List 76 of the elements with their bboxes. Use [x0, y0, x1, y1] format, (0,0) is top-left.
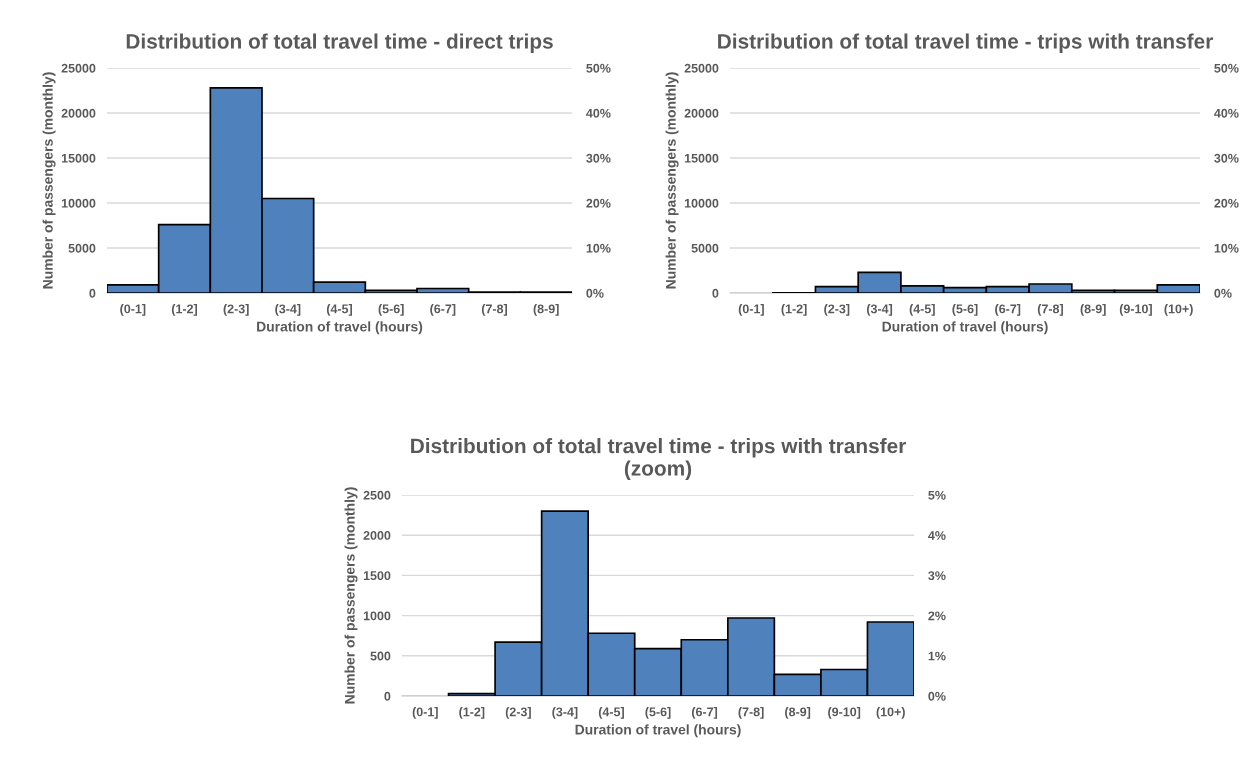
- x-tick-label: (1-2]: [171, 304, 197, 316]
- y-axis-title: Number of passengers (monthly): [665, 72, 679, 289]
- x-tick-label: (6-7]: [691, 707, 718, 719]
- x-tick-label: (5-6]: [952, 304, 978, 316]
- y2-tick-label: 40%: [1214, 108, 1239, 118]
- y-tick-label: 0: [89, 288, 96, 298]
- x-tick-label: (1-2]: [459, 707, 485, 719]
- y-axis-title: Number of passengers (monthly): [344, 487, 358, 704]
- y-tick-label: 2000: [363, 531, 391, 540]
- y-tick-label: 20000: [61, 108, 96, 118]
- y-tick-label: 25000: [61, 63, 96, 73]
- y2-tick-label: 30%: [586, 153, 611, 163]
- chart-title: Distribution of total travel time - direct trips: [126, 33, 553, 53]
- x-tick-label: (4-5]: [598, 707, 624, 719]
- x-tick-label: (1-2]: [781, 304, 807, 316]
- chart-title: Distribution of total travel time - trips with transfer: [718, 33, 1213, 53]
- y-tick-label: 0: [384, 691, 391, 701]
- y-tick-label: 20000: [684, 108, 719, 118]
- y2-tick-label: 20%: [1214, 198, 1239, 208]
- y-tick-label: 10000: [61, 198, 96, 208]
- x-tick-label: (10+): [876, 707, 905, 719]
- y2-tick-label: 1%: [928, 651, 946, 661]
- y2-tick-label: 4%: [928, 531, 946, 540]
- x-tick-label: (9-10]: [828, 707, 861, 719]
- y-tick-label: 15000: [61, 153, 96, 163]
- x-axis-title: Duration of travel (hours): [882, 321, 1048, 335]
- x-tick-label: (4-5]: [909, 304, 935, 316]
- x-axis-title: Duration of travel (hours): [257, 321, 423, 335]
- y2-tick-label: 0%: [1214, 288, 1232, 298]
- x-tick-label: (4-5]: [326, 304, 352, 316]
- x-tick-label: (8-9]: [785, 707, 811, 719]
- x-tick-label: (3-4]: [866, 304, 893, 316]
- y2-tick-label: 40%: [586, 108, 611, 118]
- y2-tick-label: 10%: [586, 243, 611, 253]
- y2-tick-label: 50%: [586, 63, 611, 73]
- y2-tick-label: 30%: [1214, 153, 1239, 163]
- y-tick-label: 25000: [684, 63, 719, 73]
- y2-tick-label: 0%: [928, 691, 946, 701]
- x-tick-label: (6-7]: [995, 304, 1021, 316]
- y-tick-label: 500: [370, 651, 391, 661]
- y-tick-label: 5000: [691, 243, 719, 253]
- y-tick-label: 2500: [363, 490, 391, 500]
- x-tick-label: (0-1]: [412, 707, 438, 719]
- y2-tick-label: 20%: [586, 198, 611, 208]
- x-tick-label: (2-3]: [223, 304, 249, 316]
- y2-tick-label: 5%: [928, 490, 946, 500]
- y-tick-label: 15000: [684, 153, 719, 163]
- y2-tick-label: 0%: [586, 288, 604, 298]
- x-tick-label: (6-7]: [430, 304, 456, 316]
- y-tick-label: 1500: [363, 571, 391, 581]
- y-axis-title: Number of passengers (monthly): [42, 72, 56, 289]
- x-tick-label: (7-8]: [1037, 304, 1063, 316]
- x-tick-label: (2-3]: [505, 707, 531, 719]
- y2-tick-label: 10%: [1214, 243, 1239, 253]
- x-tick-label: (9-10]: [1119, 304, 1152, 316]
- y2-tick-label: 2%: [928, 611, 946, 621]
- x-axis-title: Duration of travel (hours): [575, 724, 741, 738]
- x-tick-label: (7-8]: [481, 304, 507, 316]
- y-tick-label: 5000: [68, 243, 96, 253]
- y-tick-label: 10000: [684, 198, 719, 208]
- x-tick-label: (8-9]: [1080, 304, 1106, 316]
- x-tick-label: (7-8]: [738, 707, 764, 719]
- x-tick-label: (8-9]: [533, 304, 559, 316]
- x-tick-label: (5-6]: [645, 707, 671, 719]
- y2-tick-label: 50%: [1214, 63, 1239, 73]
- x-tick-label: (0-1]: [738, 304, 764, 316]
- x-tick-label: (3-4]: [275, 304, 301, 316]
- y2-tick-label: 3%: [928, 571, 946, 581]
- x-tick-label: (2-3]: [824, 304, 850, 316]
- x-tick-label: (5-6]: [378, 304, 404, 316]
- y-tick-label: 1000: [363, 611, 391, 621]
- x-tick-label: (3-4]: [552, 707, 578, 719]
- chart-title: Distribution of total travel time - trips with transfer (zoom): [411, 438, 906, 480]
- x-tick-label: (10+): [1164, 304, 1193, 316]
- x-tick-label: (0-1]: [120, 304, 146, 316]
- y-tick-label: 0: [712, 288, 719, 298]
